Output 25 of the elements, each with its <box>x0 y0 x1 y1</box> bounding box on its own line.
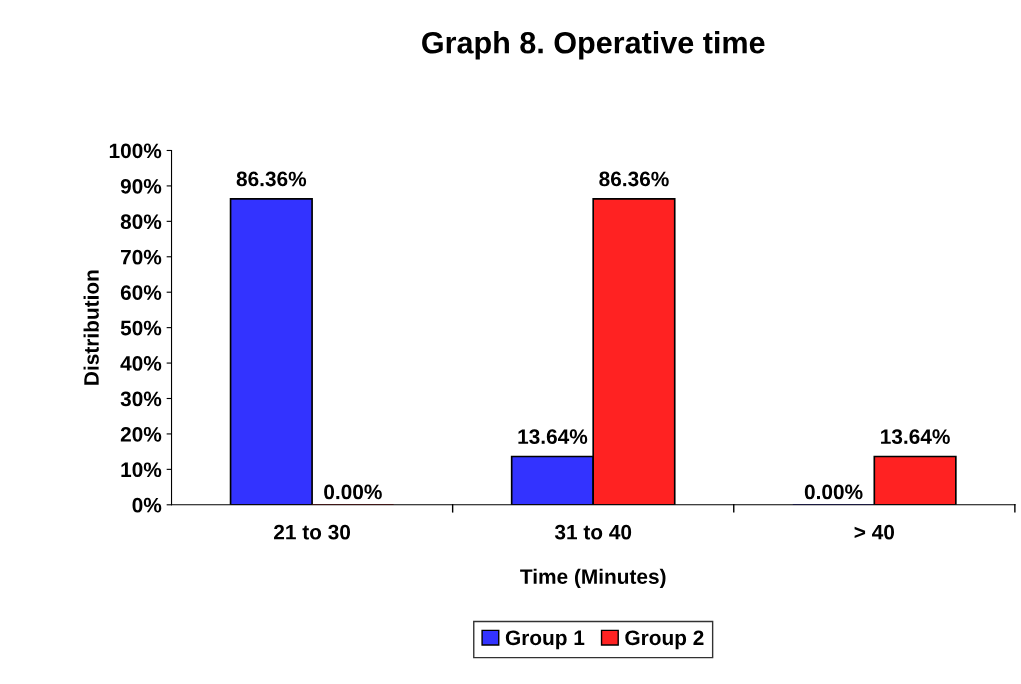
x-axis-title: Time (Minutes) <box>520 568 666 589</box>
y-tick-label: 70% <box>121 249 162 265</box>
y-tick-label: 20% <box>120 426 162 442</box>
y-tick-label: 30% <box>120 391 162 407</box>
y-tick-label: 80% <box>120 214 162 230</box>
data-label: 86.36% <box>599 171 669 187</box>
chart-title: Graph 8. Operative time <box>422 31 765 60</box>
data-label: 13.64% <box>881 429 950 445</box>
y-axis-title: Distribution <box>83 270 99 385</box>
legend-label: Group 2 <box>625 630 704 650</box>
data-label: 13.64% <box>518 429 588 445</box>
y-tick-label: 90% <box>120 178 162 194</box>
data-label: 0.00% <box>324 484 382 500</box>
legend-label: Group 1 <box>505 630 585 650</box>
data-label: 0.00% <box>804 484 863 500</box>
y-tick-label: 0% <box>132 497 162 513</box>
y-tick-label: 10% <box>121 462 162 478</box>
data-label: 86.36% <box>236 171 307 187</box>
x-tick-label: > 40 <box>854 524 895 540</box>
y-tick-label: 100% <box>109 143 162 159</box>
y-tick-label: 60% <box>120 285 162 300</box>
y-tick-label: 50% <box>120 320 162 336</box>
y-tick-label: 40% <box>120 356 162 371</box>
x-tick-label: 31 to 40 <box>554 524 632 540</box>
x-tick-label: 21 to 30 <box>274 524 351 540</box>
